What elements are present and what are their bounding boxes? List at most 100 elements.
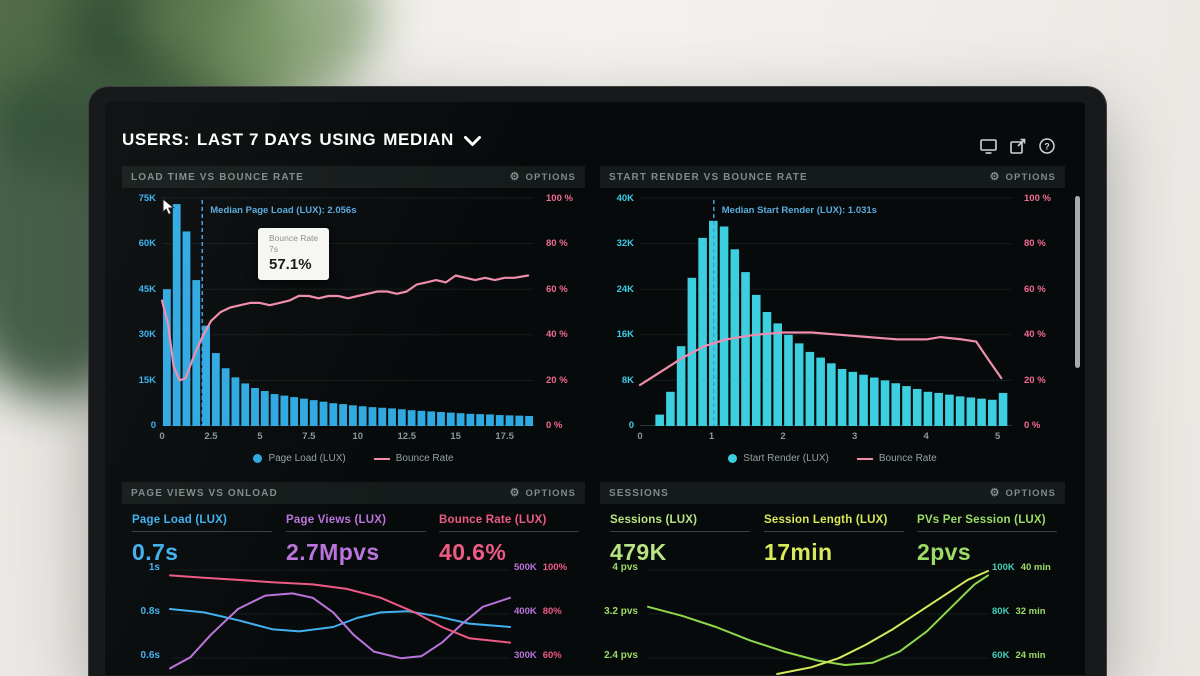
legend-item[interactable]: Bounce Rate bbox=[373, 453, 454, 464]
right-axis-labels: 100 % 80 % 60 % 40 % 20 % 0 % bbox=[1024, 193, 1051, 431]
axis-row: 300K 60% bbox=[514, 650, 562, 661]
metric-label: Page Views (LUX) bbox=[286, 514, 426, 532]
metric-value: 479K bbox=[610, 539, 667, 565]
gear-icon: ⚙ bbox=[509, 486, 521, 499]
options-button[interactable]: ⚙ OPTIONS bbox=[989, 170, 1056, 183]
legend-label: Bounce Rate bbox=[395, 453, 454, 464]
median-annotation: Median Page Load (LUX): 2.056s bbox=[210, 205, 357, 216]
left-axis-labels: 1s 0.8s 0.6s bbox=[140, 562, 160, 661]
dashboard-title-dropdown[interactable]: USERS: LAST 7 DAYS USING MEDIAN bbox=[122, 130, 481, 150]
dashboard-screen: USERS: LAST 7 DAYS USING MEDIAN ? LOAD T… bbox=[105, 102, 1085, 675]
legend-dot bbox=[253, 454, 263, 463]
axis-row: 60K 24 min bbox=[992, 650, 1046, 661]
metric-label: Session Length (LUX) bbox=[764, 514, 904, 532]
metric-label: Sessions (LUX) bbox=[610, 514, 750, 532]
panel-header: LOAD TIME VS BOUNCE RATE ⚙ OPTIONS bbox=[122, 166, 585, 188]
panel-title: LOAD TIME VS BOUNCE RATE bbox=[131, 171, 304, 183]
help-icon[interactable]: ? bbox=[1039, 138, 1055, 154]
legend-item[interactable]: Start Render (LUX) bbox=[728, 453, 829, 464]
options-label: OPTIONS bbox=[525, 171, 576, 183]
legend-label: Page Load (LUX) bbox=[268, 453, 346, 464]
axis-row: 500K 100% bbox=[514, 562, 567, 573]
options-button[interactable]: ⚙ OPTIONS bbox=[990, 487, 1056, 499]
title-range: LAST 7 DAYS bbox=[196, 130, 313, 149]
display-icon[interactable] bbox=[980, 138, 997, 154]
chart-plot-area: Median Page Load (LUX): 2.056s Bounce Ra… bbox=[160, 197, 534, 426]
tooltip: Bounce Rate 7s 57.1% bbox=[258, 228, 330, 281]
metric-value: 2.7Mpvs bbox=[286, 539, 380, 565]
metric-pvs-per-session: PVs Per Session (LUX) 2pvs bbox=[917, 514, 1057, 566]
panel-title: START RENDER VS BOUNCE RATE bbox=[609, 171, 808, 183]
left-axis-labels: 40K 32K 24K 16K 8K 0 bbox=[616, 193, 634, 431]
axis-row: 80K 32 min bbox=[992, 606, 1046, 617]
tooltip-time: 7s bbox=[269, 243, 278, 254]
gear-icon: ⚙ bbox=[989, 170, 1001, 183]
histogram-chart bbox=[638, 197, 1012, 426]
axis-value: 100% bbox=[542, 562, 568, 573]
axis-value: 80K bbox=[992, 606, 1010, 617]
options-label: OPTIONS bbox=[1005, 487, 1056, 499]
options-button[interactable]: ⚙ OPTIONS bbox=[509, 486, 576, 499]
metric-page-views: Page Views (LUX) 2.7Mpvs bbox=[286, 514, 426, 566]
tooltip-value: 57.1% bbox=[269, 256, 312, 274]
external-link-icon[interactable] bbox=[1010, 138, 1026, 154]
chart-legend: Start Render (LUX) Bounce Rate bbox=[600, 453, 1065, 464]
panel-start-render-vs-bounce-rate: START RENDER VS BOUNCE RATE ⚙ OPTIONS 40… bbox=[600, 166, 1065, 470]
line-chart bbox=[169, 569, 511, 670]
axis-value: 24 min bbox=[1015, 650, 1046, 661]
metric-page-load: Page Load (LUX) 0.7s bbox=[132, 514, 272, 566]
left-axis-labels: 4 pvs 3.2 pvs 2.4 pvs bbox=[604, 562, 638, 661]
chart-plot-area: Median Start Render (LUX): 1.031s bbox=[638, 197, 1012, 426]
header-toolbar: ? bbox=[980, 138, 1055, 154]
left-axis-labels: 75K 60K 45K 30K 15K 0 bbox=[138, 193, 156, 431]
legend-item[interactable]: Page Load (LUX) bbox=[253, 453, 346, 464]
metric-sessions: Sessions (LUX) 479K bbox=[610, 514, 750, 566]
panel-load-time-vs-bounce-rate: LOAD TIME VS BOUNCE RATE ⚙ OPTIONS 75K 60… bbox=[122, 166, 585, 470]
legend-dot bbox=[728, 454, 738, 463]
chevron-down-icon bbox=[463, 135, 481, 146]
legend-label: Start Render (LUX) bbox=[743, 453, 829, 464]
chart-legend: Page Load (LUX) Bounce Rate bbox=[122, 453, 585, 464]
metric-bounce-rate: Bounce Rate (LUX) 40.6% bbox=[439, 514, 579, 566]
histogram-chart bbox=[160, 197, 534, 426]
axis-value: 60K bbox=[992, 650, 1010, 661]
axis-value: 300K bbox=[514, 650, 537, 661]
metric-value: 0.7s bbox=[132, 539, 179, 565]
axis-value: 400K bbox=[514, 606, 537, 617]
metric-label: Bounce Rate (LUX) bbox=[439, 514, 579, 532]
title-users: USERS: bbox=[122, 130, 190, 149]
title-metric: MEDIAN bbox=[383, 130, 454, 149]
metric-value: 40.6% bbox=[439, 539, 507, 565]
legend-item[interactable]: Bounce Rate bbox=[856, 453, 937, 464]
right-axis-labels: 500K 100% 400K 80% 300K 60% bbox=[514, 560, 585, 672]
axis-value: 500K bbox=[514, 562, 537, 573]
panel-header: START RENDER VS BOUNCE RATE ⚙ OPTIONS bbox=[600, 166, 1065, 188]
metric-session-length: Session Length (LUX) 17min bbox=[764, 514, 904, 566]
metric-label: Page Load (LUX) bbox=[132, 514, 272, 532]
axis-value: 40 min bbox=[1020, 562, 1051, 573]
right-axis-labels: 100K 40 min 80K 32 min 60K 24 min bbox=[992, 560, 1064, 672]
axis-value: 32 min bbox=[1015, 606, 1046, 617]
right-axis-labels: 100 % 80 % 60 % 40 % 20 % 0 % bbox=[546, 193, 573, 431]
scrollbar[interactable] bbox=[1075, 196, 1080, 368]
gear-icon: ⚙ bbox=[509, 170, 521, 183]
options-label: OPTIONS bbox=[1005, 171, 1056, 183]
svg-text:?: ? bbox=[1044, 141, 1050, 151]
panel-title: PAGE VIEWS VS ONLOAD bbox=[131, 487, 278, 499]
mouse-cursor bbox=[162, 197, 175, 216]
panel-page-views-vs-onload: PAGE VIEWS VS ONLOAD ⚙ OPTIONS Page Load… bbox=[122, 482, 585, 675]
options-button[interactable]: ⚙ OPTIONS bbox=[509, 170, 576, 183]
metric-value: 2pvs bbox=[917, 539, 972, 565]
metric-value: 17min bbox=[764, 539, 833, 565]
metric-label: PVs Per Session (LUX) bbox=[917, 514, 1057, 532]
x-axis-labels: 0 2.5 5 7.5 10 12.5 15 17.5 bbox=[159, 431, 514, 442]
panel-sessions: SESSIONS ⚙ OPTIONS Sessions (LUX) 479K S… bbox=[600, 482, 1065, 675]
legend-line bbox=[856, 457, 873, 460]
legend-label: Bounce Rate bbox=[878, 453, 937, 464]
axis-value: 60% bbox=[542, 650, 562, 661]
axis-row: 400K 80% bbox=[514, 606, 562, 617]
title-using: USING bbox=[319, 130, 377, 149]
median-annotation: Median Start Render (LUX): 1.031s bbox=[721, 205, 877, 216]
panel-header: PAGE VIEWS VS ONLOAD ⚙ OPTIONS bbox=[122, 482, 585, 504]
